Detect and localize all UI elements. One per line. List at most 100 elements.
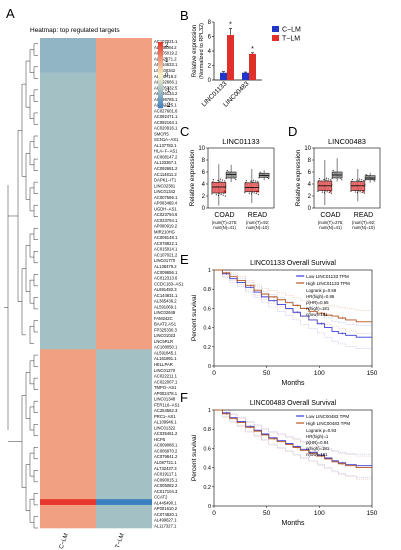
jitter-point	[220, 193, 222, 195]
heatmap-row-label: AC092471.1	[154, 114, 178, 119]
heatmap-row-label: AC019117.1	[154, 472, 178, 477]
jitter-point	[361, 191, 363, 194]
dendrogram-branch	[29, 95, 34, 119]
x-tick-label: 50	[263, 510, 271, 517]
heatmap-cell	[40, 222, 96, 229]
jitter-point	[215, 194, 217, 196]
jitter-point	[219, 180, 221, 182]
jitter-point	[365, 174, 367, 176]
heatmap-cell	[96, 303, 152, 310]
jitter-point	[363, 192, 365, 194]
heatmap-cell	[96, 176, 152, 183]
heatmap-cell	[40, 481, 96, 488]
dendrogram-branch	[33, 470, 38, 483]
heatmap-cell	[40, 441, 96, 448]
jitter-point	[235, 179, 237, 181]
x-tick-label: 50	[263, 370, 271, 377]
stats-label: Logrank p=0.93	[306, 428, 337, 433]
heatmap-cell	[40, 228, 96, 235]
heatmap-cell	[40, 141, 96, 148]
y-tick-label: 0.6	[203, 306, 211, 312]
heatmap-cell	[96, 487, 152, 494]
heatmap-row-label: AC035461.2	[154, 431, 178, 436]
heatmap-cell	[40, 153, 96, 160]
heatmap-cell	[40, 499, 96, 506]
jitter-point	[323, 178, 325, 180]
heatmap-cell	[96, 245, 152, 252]
stats-label: HR(high)=0.86	[306, 294, 335, 299]
heatmap-cell	[96, 412, 152, 419]
jitter-point	[358, 178, 361, 180]
group-note: (num(T)=275;	[318, 220, 343, 225]
jitter-point	[252, 181, 254, 183]
jitter-point	[321, 191, 323, 193]
heatmap-cell	[40, 326, 96, 333]
heatmap-cell	[40, 182, 96, 189]
dendrogram-branch	[33, 354, 38, 367]
bar	[220, 72, 227, 80]
heatmap-row-label: FAM242C	[154, 316, 173, 321]
heatmap-row-label: CCAT2	[154, 495, 168, 500]
y-tick-label: 6	[208, 35, 212, 41]
heatmap-cell	[40, 476, 96, 483]
y-tick-label: 0.2	[203, 485, 211, 491]
jitter-point	[245, 180, 248, 182]
heatmap-row-label: AC254562.3	[154, 408, 178, 413]
dendrogram-branch	[29, 49, 34, 73]
jitter-point	[361, 179, 363, 181]
stats-label: n(high)=181	[306, 306, 330, 311]
heatmap-cell	[40, 61, 96, 68]
heatmap-cell	[96, 101, 152, 108]
dendrogram-branch	[33, 181, 38, 194]
heatmap-cell	[96, 337, 152, 344]
colorbar-tick-label: 1	[165, 58, 169, 64]
y-tick-label: 8	[202, 158, 206, 164]
colorbar-segment	[158, 60, 163, 63]
colorbar-segment	[158, 84, 163, 87]
jitter-point	[356, 179, 358, 181]
dendrogram-branch	[33, 516, 38, 529]
panel-label-d: D	[288, 124, 297, 139]
dendrogram-branch	[29, 141, 34, 166]
heatmap-row-label: AC017104.3	[154, 489, 178, 494]
heatmap-cell	[40, 447, 96, 454]
heatmap-cell	[40, 274, 96, 281]
heatmap-cell	[40, 101, 96, 108]
colorbar-segment	[158, 94, 163, 97]
heatmap-row-label: AC005082.2	[154, 483, 178, 488]
confidence-band	[214, 409, 373, 457]
heatmap-cell	[96, 164, 152, 171]
heatmap-cell	[96, 199, 152, 206]
dendrogram-branch	[33, 274, 38, 287]
heatmap-cell	[40, 435, 96, 442]
legend-swatch	[272, 35, 279, 41]
heatmap-cell	[40, 332, 96, 339]
heatmap-row-label: AC107021.2	[154, 252, 178, 257]
colorbar-segment	[158, 86, 163, 89]
heatmap-cell	[96, 349, 152, 356]
stats-label: n(high)=181	[306, 446, 330, 451]
colorbar-segment	[158, 43, 163, 46]
colorbar-segment	[158, 98, 163, 101]
y-tick-label: 0	[208, 504, 211, 510]
heatmap-cell	[96, 326, 152, 333]
jitter-point	[326, 191, 328, 193]
heatmap-cell	[96, 72, 152, 79]
group-label: READ	[248, 212, 267, 219]
dendrogram-branch	[33, 320, 38, 333]
heatmap-row-label: AC009148.1	[154, 235, 178, 240]
jitter-point	[354, 191, 356, 193]
x-tick-label: 150	[367, 510, 378, 517]
colorbar-segment	[158, 55, 163, 58]
significance-marker: *	[229, 22, 232, 29]
heatmap-cell	[40, 453, 96, 460]
colorbar-segment	[158, 93, 163, 96]
heatmap-row-label: AC099785.1	[154, 97, 178, 102]
heatmap-cell	[40, 55, 96, 62]
heatmap-cell	[96, 187, 152, 194]
heatmap-row-label: FP325330.3	[154, 327, 177, 332]
heatmap-cell	[40, 210, 96, 218]
heatmap-row-label: AC023794.1	[154, 218, 178, 223]
heatmap-cell	[96, 210, 152, 218]
